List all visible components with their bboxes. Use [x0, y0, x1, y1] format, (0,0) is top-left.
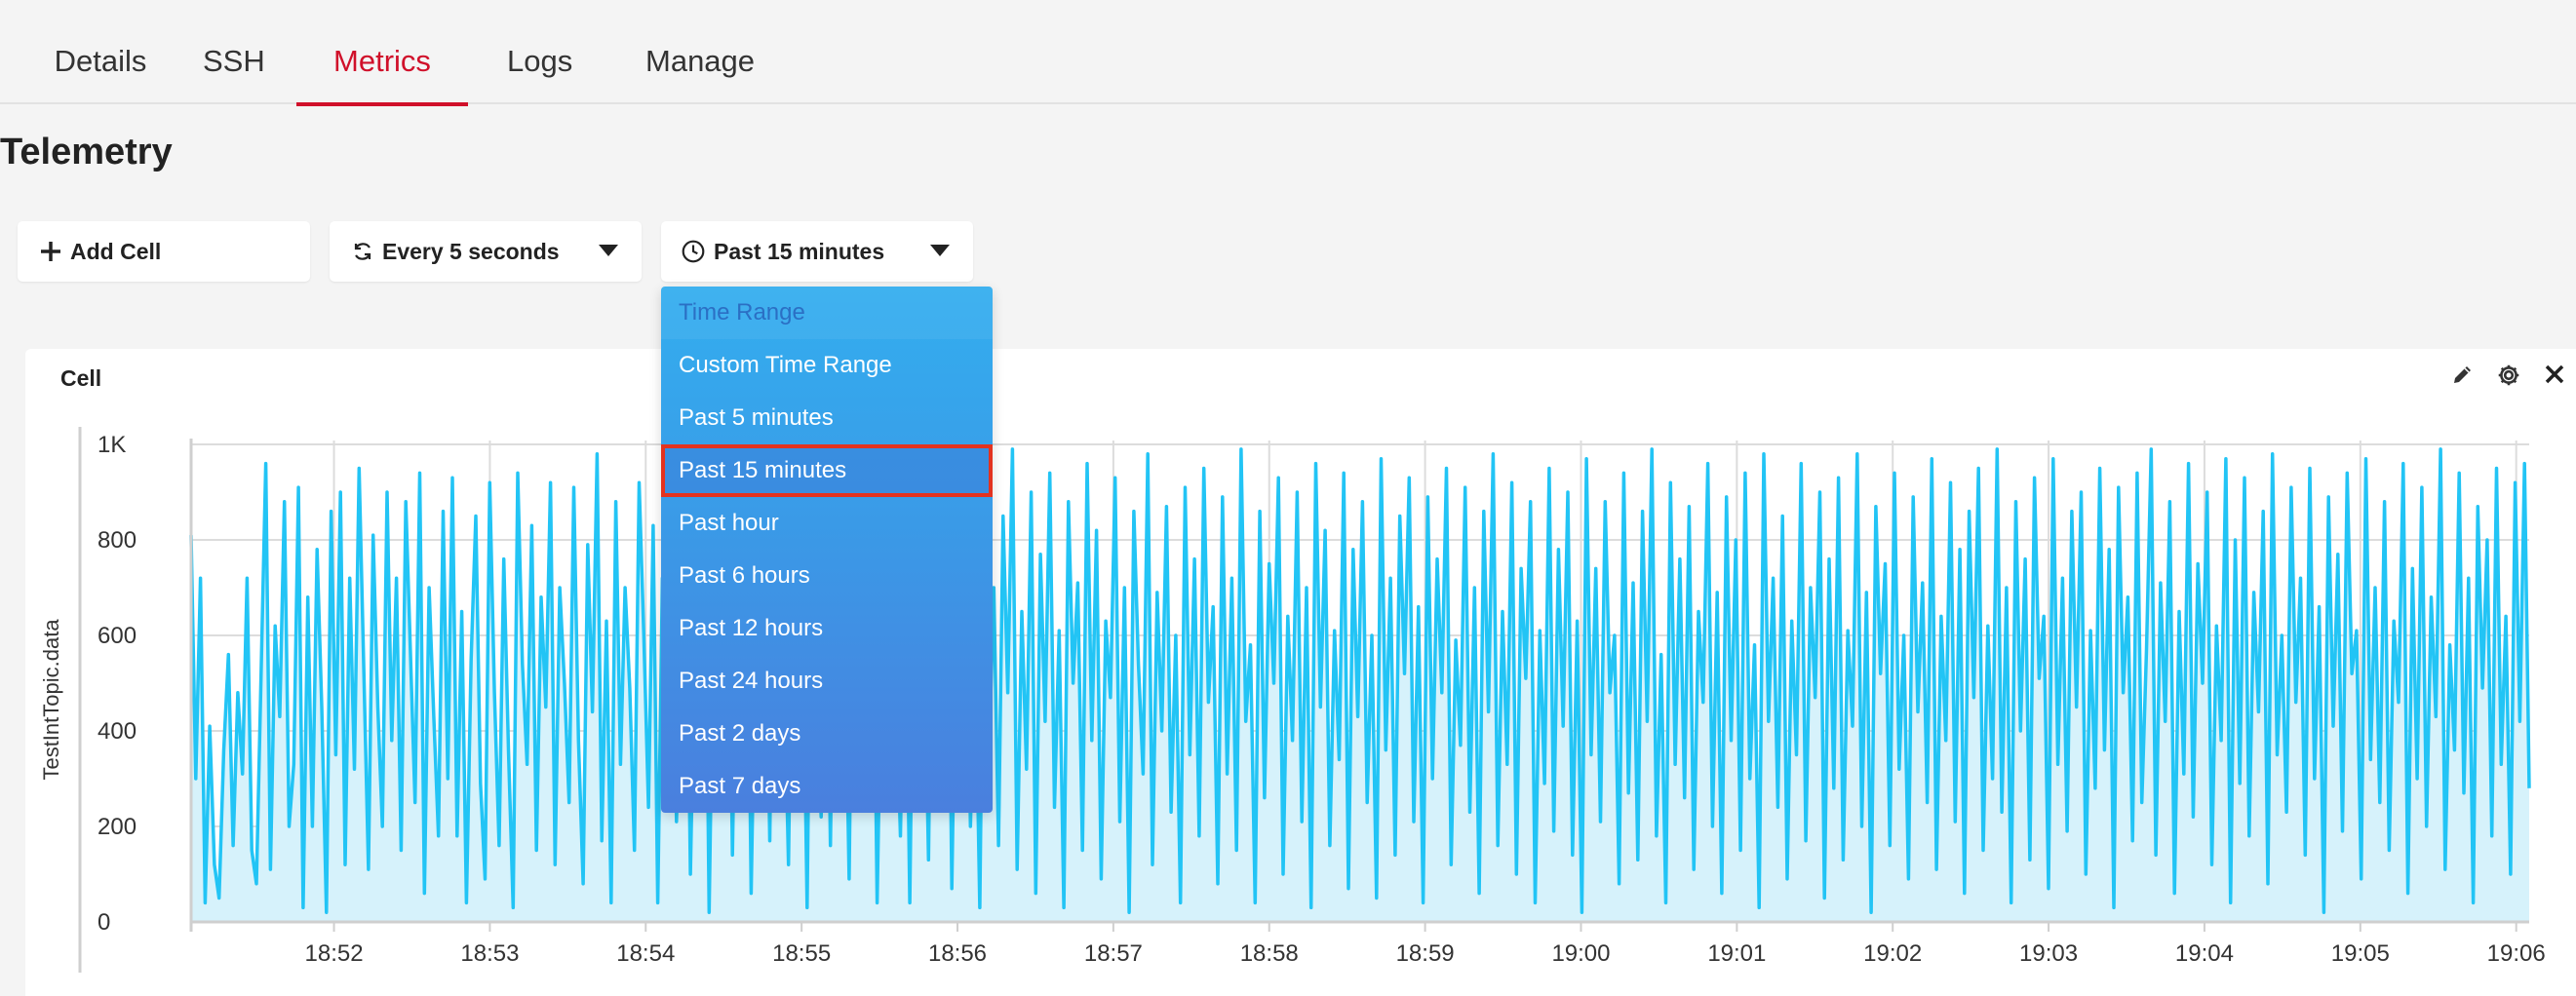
dropdown-item-past-2-days[interactable]: Past 2 days	[679, 720, 801, 747]
x-tick-label: 19:04	[2175, 940, 2234, 967]
chart-series-line	[189, 447, 2531, 914]
line-chart: 0 200 400 600 800 1K 18:52 18:53 18:54 18:55 18:56…	[39, 427, 2546, 973]
tab-metrics[interactable]: Metrics	[296, 0, 468, 106]
dropdown-item-past-24-hours[interactable]: Past 24 hours	[679, 668, 824, 694]
x-tick-label: 19:06	[2487, 940, 2546, 967]
refresh-icon	[351, 240, 374, 263]
tab-logs[interactable]: Logs	[507, 44, 573, 78]
dropdown-header: Time Range	[661, 287, 993, 339]
x-tick-label: 18:59	[1396, 940, 1455, 967]
y-tick-label: 600	[98, 623, 137, 649]
y-tick-label: 400	[98, 718, 137, 745]
y-tick-label: 1K	[98, 432, 126, 458]
x-tick-label: 18:52	[305, 940, 364, 967]
x-tick-label: 19:00	[1551, 940, 1610, 967]
gear-icon[interactable]	[2496, 363, 2521, 388]
add-cell-button[interactable]: Add Cell	[18, 221, 310, 282]
time-range-label: Past 15 minutes	[714, 238, 885, 264]
dropdown-item-past-15-minutes[interactable]: Past 15 minutes	[661, 444, 993, 497]
chevron-down-icon	[599, 245, 618, 256]
chart-cell: Cell 0 200 400 600 800 1K 18:52 18:53 18:54 18:55…	[25, 349, 2576, 996]
tab-manage[interactable]: Manage	[645, 44, 756, 78]
chevron-down-icon	[930, 245, 950, 256]
tab-bar: Details SSH Metrics Logs Manage	[0, 0, 2576, 106]
tab-details[interactable]: Details	[54, 44, 147, 78]
y-axis-label: TestIntTopic.data	[39, 619, 63, 781]
y-tick-label: 800	[98, 527, 137, 554]
dropdown-item-past-6-hours[interactable]: Past 6 hours	[679, 562, 810, 589]
plus-icon	[39, 240, 62, 263]
x-tick-label: 18:55	[772, 940, 831, 967]
x-tick-label: 18:56	[928, 940, 987, 967]
dropdown-item-past-7-days[interactable]: Past 7 days	[679, 773, 801, 799]
cell-title: Cell	[60, 365, 102, 391]
refresh-interval-select[interactable]: Every 5 seconds	[330, 221, 642, 282]
x-tick-label: 19:01	[1707, 940, 1766, 967]
x-tick-label: 18:53	[460, 940, 519, 967]
tab-ssh[interactable]: SSH	[203, 44, 265, 78]
clock-icon	[681, 239, 706, 264]
x-tick-label: 18:58	[1240, 940, 1299, 967]
x-tick-label: 18:57	[1084, 940, 1143, 967]
time-range-dropdown: Time Range Custom Time Range Past 5 minu…	[661, 287, 993, 813]
add-cell-label: Add Cell	[70, 238, 162, 264]
chart-axes: 0 200 400 600 800 1K 18:52 18:53 18:54 18:55 18:56…	[78, 427, 2546, 973]
dropdown-item-past-5-minutes[interactable]: Past 5 minutes	[679, 404, 834, 431]
dropdown-item-custom-time-range[interactable]: Custom Time Range	[679, 352, 892, 378]
refresh-interval-label: Every 5 seconds	[382, 238, 560, 264]
x-tick-label: 18:54	[616, 940, 675, 967]
time-range-select[interactable]: Past 15 minutes	[661, 221, 973, 282]
cell-actions	[2451, 363, 2566, 388]
x-tick-label: 19:02	[1863, 940, 1922, 967]
close-icon[interactable]	[2543, 363, 2566, 388]
x-tick-label: 19:03	[2019, 940, 2078, 967]
x-tick-label: 19:05	[2331, 940, 2390, 967]
dropdown-item-past-hour[interactable]: Past hour	[679, 510, 779, 536]
dropdown-item-past-12-hours[interactable]: Past 12 hours	[679, 615, 824, 641]
y-tick-label: 0	[98, 909, 110, 936]
pencil-icon[interactable]	[2451, 363, 2475, 388]
y-tick-label: 200	[98, 814, 137, 840]
page-title: Telemetry	[0, 132, 173, 172]
